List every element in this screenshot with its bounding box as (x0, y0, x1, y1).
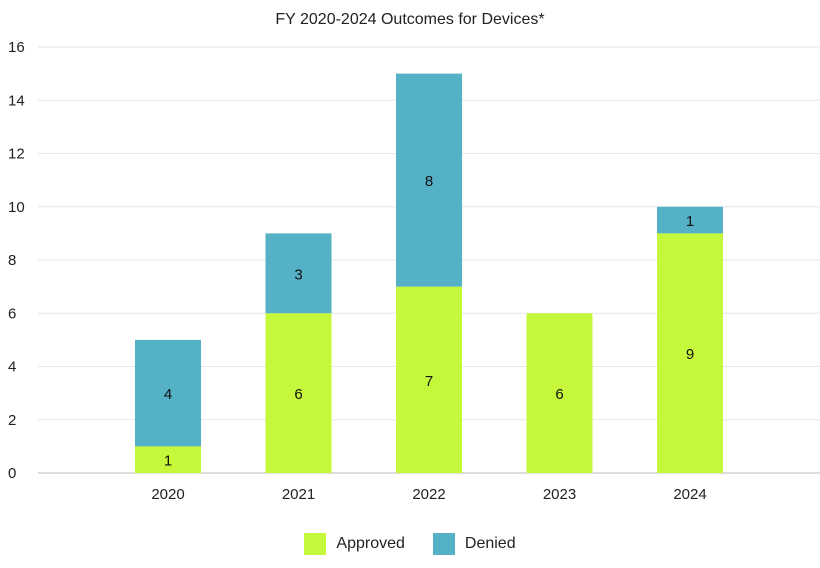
legend-label-denied: Denied (464, 535, 516, 552)
data-label-denied-2020: 4 (164, 386, 172, 403)
y-tick-label: 10 (8, 199, 25, 216)
y-tick-label: 6 (8, 305, 16, 322)
legend-item-approved[interactable]: Approved (304, 533, 405, 555)
data-label-denied-2024: 1 (686, 213, 694, 230)
x-tick-label: 2023 (543, 486, 576, 503)
y-tick-label: 16 (8, 39, 25, 56)
legend-item-denied[interactable]: Denied (432, 533, 516, 555)
bar-denied-2021[interactable] (265, 233, 332, 314)
legend-label-approved: Approved (336, 535, 405, 552)
bar-approved-2020[interactable] (135, 446, 201, 473)
x-tick-label: 2021 (282, 486, 315, 503)
legend-swatch-denied (432, 533, 455, 555)
chart-title: FY 2020-2024 Outcomes for Devices* (275, 11, 544, 28)
data-label-denied-2021: 3 (294, 266, 302, 283)
data-label-approved-2022: 7 (425, 373, 433, 390)
y-tick-label: 2 (8, 412, 16, 429)
bar-denied-2020[interactable] (135, 339, 201, 447)
y-tick-label: 8 (8, 252, 16, 269)
bar-denied-2024[interactable] (657, 206, 723, 234)
legend: Approved Denied (0, 533, 820, 555)
data-label-approved-2023: 6 (555, 386, 563, 403)
x-tick-label: 2022 (412, 486, 445, 503)
y-tick-label: 0 (8, 465, 16, 482)
x-axis: 2020 2021 2022 2023 2024 (151, 486, 706, 503)
bar-approved-2024[interactable] (657, 233, 723, 473)
bar-denied-2022[interactable] (396, 73, 462, 287)
data-label-approved-2020: 1 (164, 453, 172, 470)
legend-swatch-approved (304, 533, 327, 555)
data-label-approved-2024: 9 (686, 346, 694, 363)
bar-approved-2022[interactable] (396, 286, 462, 473)
bar-approved-2023[interactable] (526, 313, 593, 473)
data-label-approved-2021: 6 (294, 386, 302, 403)
bars: 1 4 6 3 7 8 6 9 1 (135, 73, 723, 473)
y-tick-label: 14 (8, 92, 25, 109)
y-tick-label: 4 (8, 359, 16, 376)
data-label-denied-2022: 8 (425, 173, 433, 190)
bar-approved-2021[interactable] (265, 313, 332, 473)
x-tick-label: 2020 (151, 486, 184, 503)
y-axis: 0 2 4 6 8 10 12 14 16 (8, 39, 25, 482)
y-tick-label: 12 (8, 146, 25, 163)
x-tick-label: 2024 (673, 486, 706, 503)
